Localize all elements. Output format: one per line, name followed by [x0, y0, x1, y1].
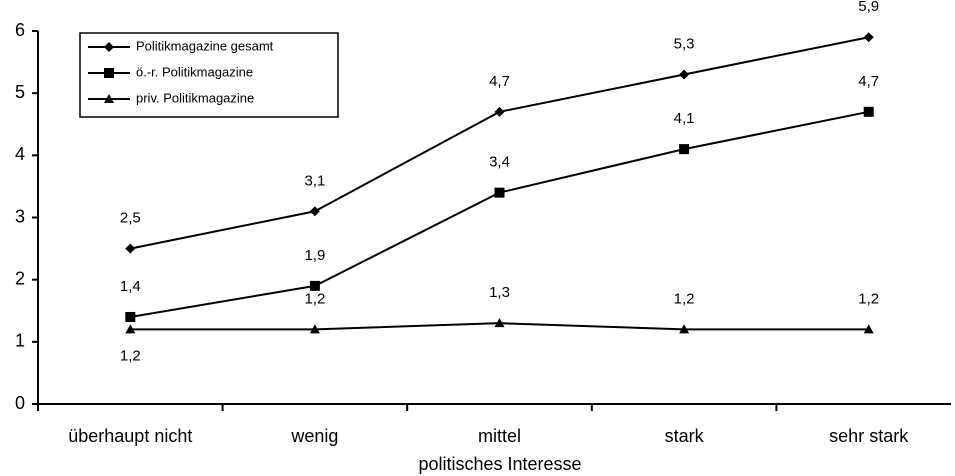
- data-point: [863, 32, 874, 43]
- data-point: [494, 187, 505, 198]
- y-tick-label: 2: [15, 268, 25, 288]
- x-tick-label: sehr stark: [829, 426, 909, 446]
- x-tick-label: wenig: [290, 426, 338, 446]
- data-label: 4,1: [674, 110, 695, 127]
- data-point: [679, 69, 690, 80]
- data-label: 1,2: [674, 290, 695, 307]
- data-point: [863, 324, 874, 334]
- data-point: [309, 280, 320, 291]
- data-label: 1,9: [304, 247, 325, 264]
- legend-label: ö.-r. Politikmagazine: [136, 64, 253, 79]
- data-point: [125, 243, 136, 254]
- data-label: 5,3: [674, 35, 695, 52]
- data-point: [309, 324, 320, 334]
- data-label: 1,2: [304, 290, 325, 307]
- legend-marker: [104, 42, 114, 52]
- y-tick-label: 0: [15, 393, 25, 413]
- data-label: 1,2: [120, 347, 141, 364]
- data-point: [679, 144, 690, 155]
- y-tick-label: 4: [15, 144, 25, 164]
- data-point: [125, 311, 136, 322]
- y-tick-label: 1: [15, 331, 25, 351]
- data-label: 3,4: [489, 154, 510, 171]
- data-label: 4,7: [489, 73, 510, 90]
- y-tick-label: 3: [15, 206, 25, 226]
- legend-label: priv. Politikmagazine: [136, 90, 254, 105]
- data-point: [494, 106, 505, 117]
- y-tick-label: 6: [15, 20, 25, 40]
- data-label: 4,7: [858, 73, 879, 90]
- legend-marker: [104, 68, 114, 78]
- data-label: 1,3: [489, 284, 510, 301]
- legend-marker: [104, 94, 114, 103]
- legend-label: Politikmagazine gesamt: [136, 38, 274, 53]
- data-label: 2,5: [120, 210, 141, 227]
- data-point: [863, 106, 874, 117]
- data-point: [125, 324, 136, 334]
- data-label: 3,1: [304, 172, 325, 189]
- data-label: 1,2: [858, 290, 879, 307]
- legend-box: [79, 32, 339, 118]
- data-point: [309, 206, 320, 217]
- x-tick-label: mittel: [478, 426, 521, 446]
- data-label: 5,9: [858, 0, 879, 15]
- data-label: 1,4: [120, 278, 141, 295]
- data-point: [679, 324, 690, 334]
- x-tick-label: stark: [665, 426, 705, 446]
- y-tick-label: 5: [15, 82, 25, 102]
- x-tick-label: überhaupt nicht: [68, 426, 192, 446]
- data-point: [494, 318, 505, 328]
- x-axis-title: politisches Interesse: [418, 454, 581, 474]
